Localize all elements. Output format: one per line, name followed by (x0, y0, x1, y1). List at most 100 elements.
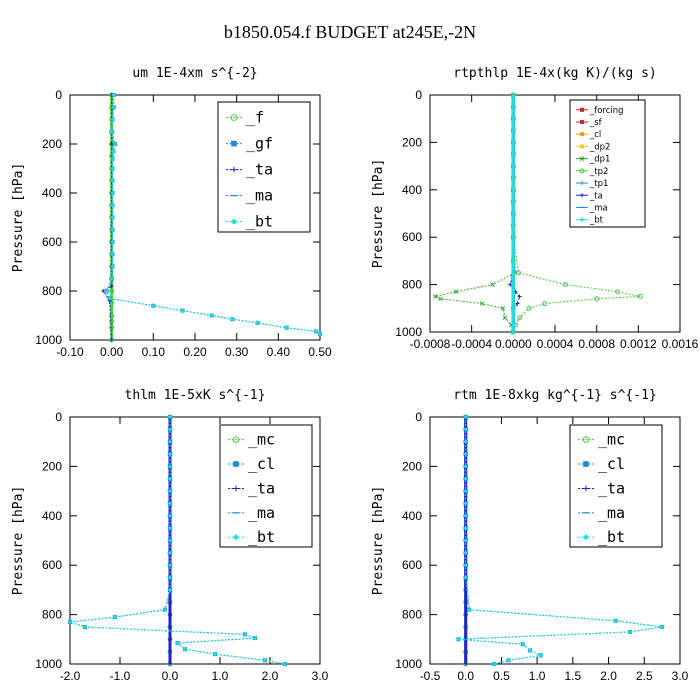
data-point (453, 289, 459, 295)
data-point (67, 619, 73, 625)
legend-label: _bt (246, 213, 273, 231)
data-point (167, 476, 173, 482)
data-point (110, 148, 116, 154)
y-tick-label: 0 (415, 88, 422, 102)
data-point (167, 525, 173, 531)
data-point (110, 202, 115, 208)
data-point (109, 129, 115, 135)
x-tick-label: 2.5 (636, 669, 653, 683)
data-point (109, 338, 114, 342)
data-point (167, 451, 173, 457)
legend-label: _tp1 (589, 179, 608, 189)
data-point (150, 303, 156, 309)
data-point (168, 612, 172, 617)
data-point (182, 646, 188, 652)
data-point (167, 575, 173, 580)
y-tick-label: 600 (42, 235, 62, 249)
data-point (284, 325, 290, 331)
legend-marker (579, 156, 585, 161)
legend-label: _ta (246, 161, 273, 179)
data-point (167, 439, 173, 445)
y-tick-label: 1000 (395, 657, 422, 671)
data-point (112, 141, 118, 147)
y-tick-label: 600 (402, 558, 422, 572)
data-point (109, 313, 115, 318)
data-point (109, 284, 114, 289)
data-point (242, 632, 248, 637)
x-tick-label: 0.0 (162, 669, 179, 683)
data-point (542, 301, 548, 307)
y-tick-label: 400 (402, 509, 422, 523)
data-point (438, 296, 443, 302)
x-tick-label: -0.0008 (410, 337, 451, 351)
y-tick-label: 400 (402, 183, 422, 197)
data-point (167, 562, 173, 568)
data-point (111, 92, 117, 98)
data-point (510, 140, 516, 145)
data-point (463, 612, 468, 617)
x-tick-label: 0.0012 (620, 337, 657, 351)
legend-label: _ma (589, 203, 608, 213)
x-tick-label: 0.0016 (662, 337, 699, 351)
y-tick-label: 800 (402, 608, 422, 622)
data-point (463, 451, 469, 457)
legend-marker (230, 114, 238, 121)
series_bt (67, 414, 288, 667)
panel-4: rtm 1E-8xkg kg^{-1} s^{-1} Pressure [hPa]… (371, 388, 689, 683)
data-point (110, 156, 115, 162)
data-point (510, 116, 516, 122)
data-point (526, 305, 532, 311)
legend-label: _bt (589, 216, 604, 226)
series_dp1 (432, 92, 518, 335)
data-point (110, 264, 115, 269)
x-tick-label: 1.0 (212, 669, 229, 683)
data-point (490, 282, 495, 287)
series_bt (510, 92, 516, 335)
y-tick-label: 200 (42, 137, 62, 151)
legend-label: _cl (248, 455, 275, 473)
legend: _mc _cl _ta _ma _bt (219, 424, 313, 548)
legend-label: _cl (598, 455, 625, 473)
legend-marker (230, 218, 238, 225)
legend-label: _ma (248, 504, 275, 522)
legend-label: _dp2 (589, 142, 610, 152)
data-point (167, 501, 173, 506)
legend-marker (580, 132, 584, 137)
legend-label: _f (246, 109, 264, 127)
legend: _forcing _sf _cl _dp2 _dp1 _tp2 _tp1 _ta _ma _bt (569, 99, 646, 228)
data-point (520, 641, 526, 647)
data-point (627, 629, 633, 635)
y-tick-label: 600 (42, 558, 62, 572)
legend: _mc _cl _ta _ma _bt (569, 424, 663, 548)
data-point (168, 637, 172, 642)
x-tick-label: 0.0008 (578, 337, 615, 351)
y-tick-label: 0 (55, 88, 62, 102)
data-point (282, 661, 288, 667)
data-point (313, 329, 319, 334)
y-tick-label: 800 (42, 608, 62, 622)
data-point (110, 251, 115, 257)
panel-3: thlm 1E-5xK s^{-1} Pressure [hPa] -2.0 -1.0… (11, 388, 329, 683)
data-point (491, 661, 497, 667)
data-point (110, 178, 115, 184)
legend-marker (582, 436, 590, 443)
x-tick-label: 0.0000 (495, 337, 532, 351)
figure-title: b1850.054.f BUDGET at245E,-2N (224, 22, 476, 42)
data-point (110, 227, 115, 233)
data-point (456, 636, 461, 642)
x-tick-label: 1.5 (565, 669, 582, 683)
data-point (463, 562, 469, 568)
x-tick-label: 0.00 (100, 345, 124, 359)
data-point (110, 190, 115, 196)
y-tick-label: 200 (402, 135, 422, 149)
legend-marker (231, 140, 237, 147)
series-line (69, 417, 286, 665)
data-point (510, 305, 516, 311)
data-point (110, 117, 115, 122)
data-point (510, 163, 516, 169)
legend-marker (579, 168, 585, 174)
y-tick-label: 1000 (395, 325, 422, 339)
legend-label: _cl (589, 130, 601, 140)
data-point (167, 426, 173, 432)
data-point (110, 166, 115, 171)
